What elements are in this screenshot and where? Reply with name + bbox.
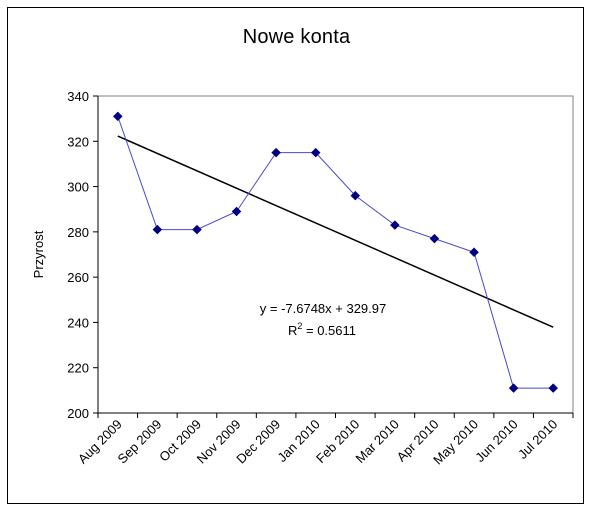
x-tick-label: Mar 2010	[353, 417, 402, 466]
trendline-equation: y = -7.6748x + 329.97	[260, 301, 386, 316]
x-tick-label: Sep 2009	[115, 417, 165, 467]
data-point	[350, 190, 361, 201]
data-point	[310, 147, 321, 158]
y-tick-label: 320	[67, 134, 89, 149]
plot-border	[97, 95, 574, 414]
r-squared-label: R2 = 0.5611	[288, 321, 356, 338]
x-tick-label: Jul 2010	[515, 417, 560, 462]
y-tick-label: 300	[67, 180, 89, 195]
x-tick-label: Jun 2010	[472, 417, 520, 465]
y-tick-label: 260	[67, 270, 89, 285]
y-tick-label: 220	[67, 361, 89, 376]
data-point	[429, 233, 440, 244]
data-point	[469, 247, 479, 258]
data-point	[508, 383, 519, 393]
trendline	[117, 135, 554, 328]
series-line	[117, 116, 554, 389]
data-point	[231, 206, 242, 217]
data-point	[390, 220, 400, 230]
data-point	[271, 147, 281, 158]
y-axis-label: Przyrost	[31, 230, 46, 278]
data-point	[112, 111, 123, 122]
y-tick-label: 280	[67, 225, 89, 240]
y-tick-label: 200	[67, 406, 89, 421]
chart-title: Nowe konta	[242, 26, 351, 48]
data-point	[192, 224, 202, 235]
chart-frame	[7, 7, 584, 504]
y-tick-label: 240	[67, 315, 89, 330]
x-tick-label: Dec 2009	[233, 417, 283, 467]
data-point	[548, 383, 559, 393]
data-point	[152, 224, 163, 235]
y-tick-label: 340	[67, 89, 89, 104]
